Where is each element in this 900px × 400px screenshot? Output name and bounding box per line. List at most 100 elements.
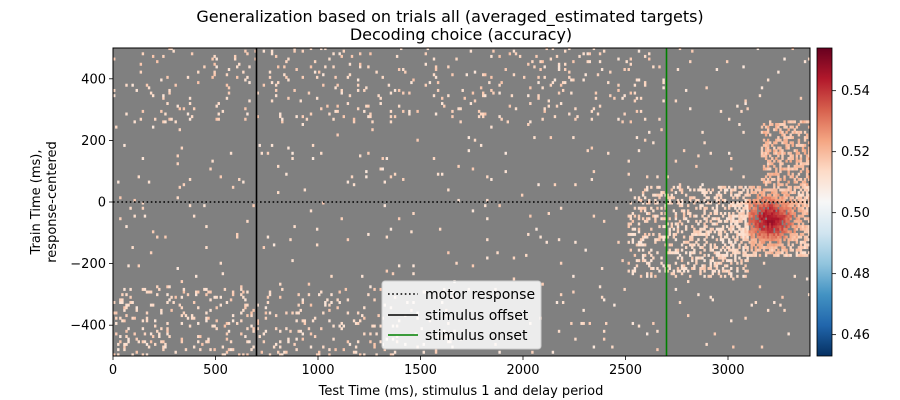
heatmap-cell bbox=[779, 235, 782, 239]
heatmap-cell bbox=[760, 86, 764, 90]
heatmap-cell bbox=[799, 243, 803, 247]
heatmap-cell bbox=[246, 290, 249, 294]
heatmap-cell bbox=[535, 54, 538, 58]
heatmap-cell bbox=[769, 154, 772, 158]
heatmap-cell bbox=[760, 225, 764, 229]
heatmap-cell bbox=[699, 188, 702, 192]
heatmap-cell bbox=[742, 251, 745, 255]
heatmap-cell bbox=[240, 293, 243, 297]
heatmap-cell bbox=[721, 204, 725, 208]
heatmap-cell bbox=[652, 266, 655, 270]
heatmap-cell bbox=[244, 78, 247, 82]
heatmap-cell bbox=[658, 235, 661, 239]
heatmap-cell bbox=[732, 345, 735, 349]
heatmap-cell bbox=[227, 321, 231, 325]
heatmap-cells bbox=[113, 47, 811, 357]
heatmap-cell bbox=[807, 217, 811, 221]
heatmap-cell bbox=[199, 335, 202, 339]
heatmap-cell bbox=[711, 298, 714, 302]
heatmap-cell bbox=[719, 230, 723, 234]
heatmap-cell bbox=[779, 149, 782, 153]
heatmap-cell bbox=[744, 238, 747, 242]
heatmap-cell bbox=[293, 47, 296, 51]
heatmap-cell bbox=[801, 162, 805, 166]
heatmap-cell bbox=[166, 285, 169, 289]
heatmap-cell bbox=[689, 274, 692, 278]
heatmap-cell bbox=[736, 235, 739, 239]
heatmap-cell bbox=[490, 177, 493, 181]
heatmap-cell bbox=[195, 274, 198, 278]
heatmap-cell bbox=[473, 70, 477, 74]
heatmap-cell bbox=[742, 227, 745, 231]
heatmap-cell bbox=[607, 81, 610, 85]
heatmap-cell bbox=[664, 266, 667, 270]
heatmap-cell bbox=[486, 198, 489, 202]
heatmap-cell bbox=[213, 54, 216, 58]
heatmap-cell bbox=[467, 136, 471, 140]
heatmap-cell bbox=[238, 177, 241, 181]
heatmap-cell bbox=[750, 225, 753, 229]
heatmap-cell bbox=[652, 65, 655, 69]
heatmap-cell bbox=[705, 217, 708, 221]
heatmap-cell bbox=[295, 319, 298, 323]
heatmap-cell bbox=[795, 217, 799, 221]
heatmap-cell bbox=[162, 348, 165, 352]
heatmap-cell bbox=[309, 209, 313, 213]
heatmap-cell bbox=[736, 261, 739, 265]
heatmap-cell bbox=[785, 230, 788, 234]
heatmap-cell bbox=[693, 248, 696, 252]
heatmap-cell bbox=[738, 201, 741, 205]
heatmap-cell bbox=[777, 185, 780, 189]
heatmap-cell bbox=[764, 141, 768, 145]
heatmap-cell bbox=[775, 243, 778, 247]
heatmap-cell bbox=[771, 123, 774, 126]
heatmap-cell bbox=[225, 73, 229, 77]
heatmap-cell bbox=[799, 154, 803, 158]
heatmap-cell bbox=[547, 99, 550, 103]
heatmap-cell bbox=[404, 70, 407, 74]
heatmap-cell bbox=[799, 219, 803, 223]
heatmap-cell bbox=[799, 120, 803, 124]
heatmap-cell bbox=[660, 193, 663, 197]
heatmap-cell bbox=[732, 219, 735, 223]
heatmap-cell bbox=[775, 235, 778, 239]
heatmap-cell bbox=[783, 235, 786, 239]
heatmap-cell bbox=[738, 193, 741, 197]
heatmap-cell bbox=[783, 151, 786, 155]
heatmap-cell bbox=[799, 170, 803, 174]
heatmap-cell bbox=[801, 164, 805, 168]
heatmap-cell bbox=[322, 83, 325, 87]
heatmap-cell bbox=[703, 227, 706, 231]
heatmap-cell bbox=[252, 327, 255, 331]
heatmap-cell bbox=[803, 225, 807, 229]
heatmap-cell bbox=[775, 167, 778, 171]
heatmap-cell bbox=[736, 193, 739, 197]
heatmap-cell bbox=[797, 159, 801, 163]
heatmap-cell bbox=[605, 321, 608, 325]
heatmap-cell bbox=[715, 196, 719, 200]
heatmap-cell bbox=[326, 298, 329, 302]
heatmap-cell bbox=[643, 81, 647, 85]
heatmap-cell bbox=[609, 94, 612, 98]
heatmap-cell bbox=[115, 125, 118, 129]
heatmap-cell bbox=[807, 238, 811, 242]
heatmap-cell bbox=[791, 204, 794, 208]
heatmap-cell bbox=[346, 340, 350, 344]
heatmap-cell bbox=[119, 301, 122, 304]
heatmap-cell bbox=[746, 201, 749, 205]
heatmap-cell bbox=[781, 123, 784, 126]
heatmap-cell bbox=[670, 243, 673, 247]
heatmap-cell bbox=[699, 246, 702, 250]
heatmap-cell bbox=[791, 243, 794, 247]
heatmap-cell bbox=[742, 214, 745, 218]
heatmap-cell bbox=[791, 141, 794, 145]
heatmap-cell bbox=[791, 238, 794, 242]
heatmap-cell bbox=[777, 123, 780, 126]
heatmap-cell bbox=[801, 246, 805, 250]
heatmap-cell bbox=[695, 198, 698, 202]
heatmap-cell bbox=[381, 167, 384, 171]
heatmap-cell bbox=[779, 130, 782, 134]
heatmap-cell bbox=[188, 96, 192, 100]
heatmap-cell bbox=[268, 311, 272, 315]
